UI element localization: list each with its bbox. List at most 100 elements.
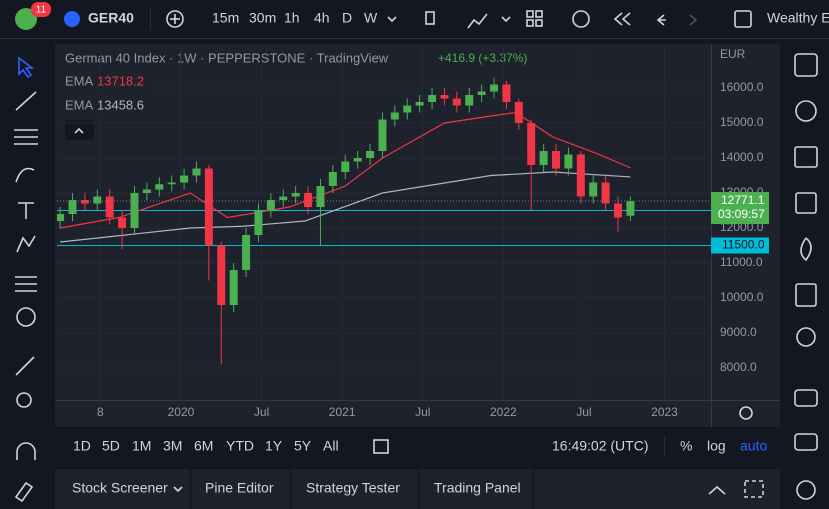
layout-button [535,10,543,18]
account-name[interactable]: Wealthy E [767,10,829,26]
settings-button[interactable] [739,406,753,420]
candle-body [440,95,449,99]
x-tick-label: Jul [415,405,430,419]
redo-button[interactable] [689,14,698,26]
y-tick-label: 9000.0 [720,325,757,339]
left-toolbar [0,39,46,509]
candle-body [502,84,511,103]
panel-tab[interactable]: Trading Panel [434,480,521,496]
icon-tool[interactable] [16,307,36,327]
watchlist-button[interactable] [794,53,818,77]
date-range-button[interactable] [373,439,389,454]
text-tool[interactable] [18,202,34,219]
range-button[interactable]: 5D [102,438,120,454]
help-button[interactable] [796,480,816,500]
range-button[interactable]: 3M [163,438,182,454]
alert-button[interactable] [572,10,590,28]
candle-body [118,217,127,229]
trend-line-tool[interactable] [15,91,37,111]
interval-button[interactable]: W [364,10,378,26]
collapse-panel[interactable] [708,485,726,495]
panel-tab[interactable]: Stock Screener [72,480,168,496]
interval-button[interactable]: 1h [284,10,300,26]
range-button[interactable]: 5Y [294,438,312,454]
chart-type-button[interactable] [425,11,435,25]
candle-body [477,91,486,96]
percent-toggle[interactable]: % [680,438,692,454]
legend-title: German 40 Index · 1W · PEPPERSTONE · Tra… [65,50,389,65]
pattern-tool[interactable] [16,235,36,253]
interval-button[interactable]: 30m [249,10,276,26]
fib-tool[interactable] [14,129,38,145]
candle-body [552,151,561,169]
replay-button[interactable] [613,12,631,26]
candle-body [68,200,77,215]
candle-body [192,168,201,176]
range-button[interactable]: YTD [226,438,254,454]
ema-legend-bg [61,96,147,116]
lock-tool[interactable] [14,481,34,503]
indicators-dropdown[interactable] [501,16,511,23]
maximize-panel[interactable] [744,480,764,498]
symbol[interactable]: GER40 [88,10,134,26]
range-button[interactable]: 6M [194,438,213,454]
add-symbol-button[interactable] [166,10,184,28]
magnet-tool[interactable] [16,442,36,460]
y-tick-label: 15000.0 [720,115,764,129]
candle-body [366,151,375,159]
x-tick-label: Jul [254,405,269,419]
notification-badge[interactable] [31,2,51,17]
interval-dropdown[interactable] [387,16,397,23]
interval-button[interactable]: 4h [314,10,330,26]
symbol-icon [64,11,80,27]
auto-toggle[interactable]: auto [740,438,767,454]
currency[interactable]: EUR [720,47,746,61]
messages-button[interactable] [794,433,818,451]
candle-body [80,200,89,204]
indicators-button[interactable] [467,13,488,29]
measure-tool[interactable] [15,356,35,376]
calendar-button[interactable] [795,283,817,307]
layout-button[interactable] [526,10,534,18]
account-checkbox[interactable] [734,10,752,28]
range-button[interactable]: 1D [73,438,91,454]
range-button[interactable]: 1M [132,438,151,454]
interval-button[interactable]: 15m [212,10,239,26]
prediction-tool[interactable] [15,276,37,292]
candle-body [589,182,598,197]
panel-tab[interactable]: Strategy Tester [306,480,400,496]
undo-button[interactable] [656,14,666,26]
x-tick-label: 8 [97,405,104,419]
log-toggle[interactable]: log [707,438,726,454]
interval-button[interactable]: D [342,10,352,26]
candle-body [254,210,263,236]
panel-tab[interactable]: Pine Editor [205,480,274,496]
zoom-tool[interactable] [16,392,32,408]
hotlist-button[interactable] [800,237,812,262]
news-button[interactable] [794,146,818,168]
ideas-button[interactable] [796,327,816,347]
candle-body [490,84,499,92]
candle-body [105,196,114,218]
right-toolbar [783,39,829,509]
logo[interactable] [15,8,37,30]
candle-body [155,184,164,190]
range-button[interactable]: All [323,438,339,454]
legend-change: +416.9 (+3.37%) [438,51,527,65]
brush-tool[interactable] [15,167,35,183]
cursor-tool[interactable] [18,56,35,79]
ema-legend-value: 13458.6 [97,97,144,112]
candle-body [576,154,585,197]
top-toolbar [0,0,829,38]
candle-body [626,201,635,216]
alerts-button[interactable] [795,100,817,122]
candle-body [229,270,238,306]
data-window-button[interactable] [795,192,817,214]
chat-button[interactable] [794,389,818,407]
range-button[interactable]: 1Y [265,438,283,454]
candle-body [304,193,313,208]
candle-body [167,182,176,185]
x-tick-label: 2021 [329,405,356,419]
tab-dropdown[interactable] [173,486,183,493]
layout-button [526,19,534,27]
